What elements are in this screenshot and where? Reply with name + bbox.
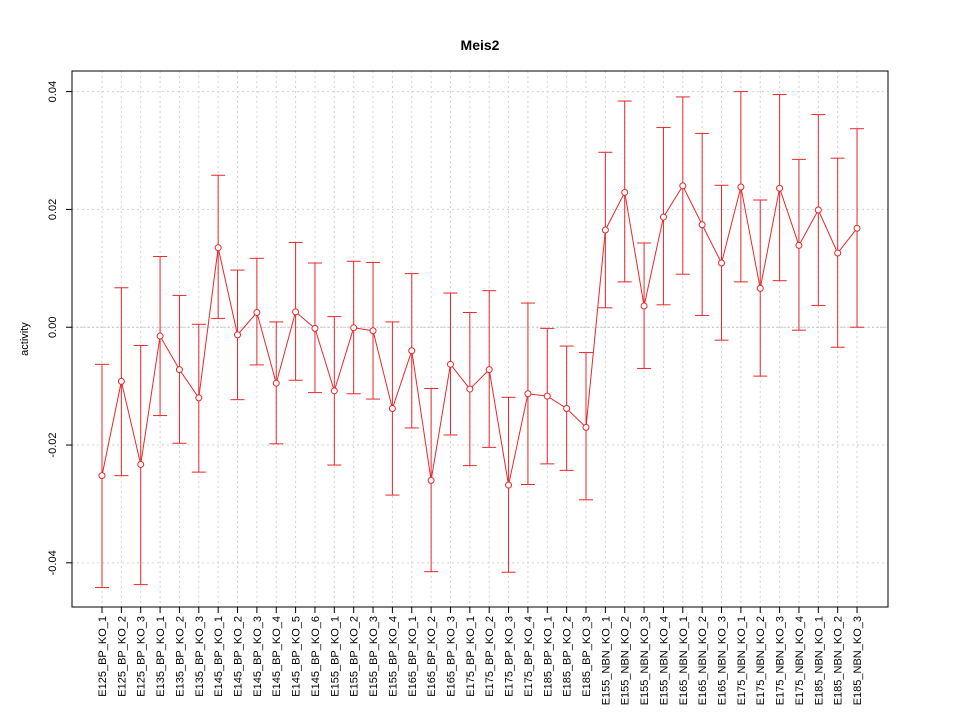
- x-tick-label: E155_BP_KO_3: [368, 616, 380, 697]
- data-point: [330, 387, 338, 395]
- x-tick-label: E185_BP_KO_2: [562, 616, 574, 697]
- y-tick-label: -0.04: [47, 550, 59, 575]
- data-point: [679, 182, 687, 190]
- x-tick-label: E155_NBN_KO_2: [620, 616, 632, 705]
- x-tick-label: E135_BP_KO_1: [155, 616, 167, 697]
- data-point: [834, 249, 842, 257]
- x-tick-label: E145_BP_KO_2: [233, 616, 245, 697]
- data-point: [272, 379, 280, 387]
- x-tick-label: E165_BP_KO_2: [426, 616, 438, 697]
- x-tick-label: E185_NBN_KO_2: [833, 616, 845, 705]
- data-point: [137, 460, 145, 468]
- x-tick-label: E125_BP_KO_3: [136, 616, 148, 697]
- data-point: [408, 347, 416, 355]
- x-tick-label: E145_BP_KO_5: [291, 616, 303, 697]
- data-point: [718, 259, 726, 267]
- x-tick-label: E165_NBN_KO_1: [678, 616, 690, 705]
- data-point: [853, 224, 861, 232]
- x-tick-label: E125_BP_KO_1: [97, 616, 109, 697]
- plot-frame: [71, 70, 889, 608]
- data-point: [659, 213, 667, 221]
- data-point: [795, 241, 803, 249]
- data-point: [175, 366, 183, 374]
- data-point: [388, 405, 396, 413]
- x-tick-label: E175_BP_KO_3: [504, 616, 516, 697]
- x-tick-label: E155_NBN_KO_4: [658, 616, 670, 705]
- data-point: [756, 284, 764, 292]
- x-tick-label: E155_BP_KO_2: [349, 616, 361, 697]
- data-point: [601, 226, 609, 234]
- x-tick-label: E175_BP_KO_2: [484, 616, 496, 697]
- y-axis-label: activity: [19, 322, 31, 356]
- y-tick-label: -0.02: [47, 432, 59, 457]
- data-point: [446, 360, 454, 368]
- x-tick-label: E175_NBN_KO_3: [775, 616, 787, 705]
- data-point: [466, 385, 474, 393]
- data-point: [621, 188, 629, 196]
- x-tick-label: E175_NBN_KO_4: [794, 616, 806, 705]
- data-point: [640, 302, 648, 310]
- x-tick-label: E165_NBN_KO_2: [697, 616, 709, 705]
- data-point: [234, 331, 242, 339]
- x-tick-label: E155_BP_KO_1: [329, 616, 341, 697]
- data-point: [563, 405, 571, 413]
- data-point: [156, 332, 164, 340]
- series-layer: [95, 91, 865, 589]
- data-point: [698, 221, 706, 229]
- data-point: [485, 366, 493, 374]
- data-point: [214, 244, 222, 252]
- data-point: [582, 423, 590, 431]
- data-point: [505, 481, 513, 489]
- x-tick-label: E155_NBN_KO_3: [639, 616, 651, 705]
- data-point: [292, 308, 300, 316]
- x-tick-label: E175_BP_KO_1: [465, 616, 477, 697]
- chart-title: Meis2: [461, 37, 500, 53]
- data-point: [427, 476, 435, 484]
- x-tick-label: E145_BP_KO_1: [213, 616, 225, 697]
- x-tick-label: E125_BP_KO_2: [116, 616, 128, 697]
- x-tick-label: E165_NBN_KO_3: [717, 616, 729, 705]
- series-line: [101, 184, 858, 486]
- x-tick-label: E185_NBN_KO_1: [813, 616, 825, 705]
- x-tick-label: E135_BP_KO_3: [194, 616, 206, 697]
- data-point: [776, 184, 784, 192]
- x-tick-label: E165_BP_KO_3: [445, 616, 457, 697]
- data-point: [195, 394, 203, 402]
- y-tick-label: 0.04: [47, 81, 59, 102]
- axis-layer: -0.04 -0.02 0.00 0.02 0.04 E125_BP_KO_1 E125_B…: [47, 81, 864, 705]
- data-point: [98, 472, 106, 480]
- data-point: [350, 324, 358, 332]
- x-tick-label: E175_NBN_KO_1: [736, 616, 748, 705]
- data-point: [814, 206, 822, 214]
- x-tick-label: E175_BP_KO_4: [523, 616, 535, 697]
- x-tick-label: E185_NBN_KO_3: [852, 616, 864, 705]
- grid-layer: [72, 71, 888, 607]
- x-tick-label: E155_NBN_KO_1: [600, 616, 612, 705]
- x-tick-label: E135_BP_KO_2: [174, 616, 186, 697]
- data-point: [311, 324, 319, 332]
- x-tick-label: E145_BP_KO_4: [271, 616, 283, 697]
- data-point: [117, 377, 125, 385]
- x-tick-label: E145_BP_KO_6: [310, 616, 322, 697]
- data-point: [524, 390, 532, 398]
- data-point: [253, 308, 261, 316]
- x-tick-label: E175_NBN_KO_2: [755, 616, 767, 705]
- x-tick-label: E145_BP_KO_3: [252, 616, 264, 697]
- x-tick-label: E185_BP_KO_3: [581, 616, 593, 697]
- x-tick-label: E185_BP_KO_1: [542, 616, 554, 697]
- y-tick-label: 0.02: [47, 199, 59, 220]
- x-tick-label: E155_BP_KO_4: [387, 616, 399, 697]
- x-tick-label: E165_BP_KO_1: [407, 616, 419, 697]
- data-point: [543, 392, 551, 400]
- data-point: [737, 183, 745, 191]
- y-tick-label: 0.00: [47, 317, 59, 338]
- data-point: [369, 327, 377, 335]
